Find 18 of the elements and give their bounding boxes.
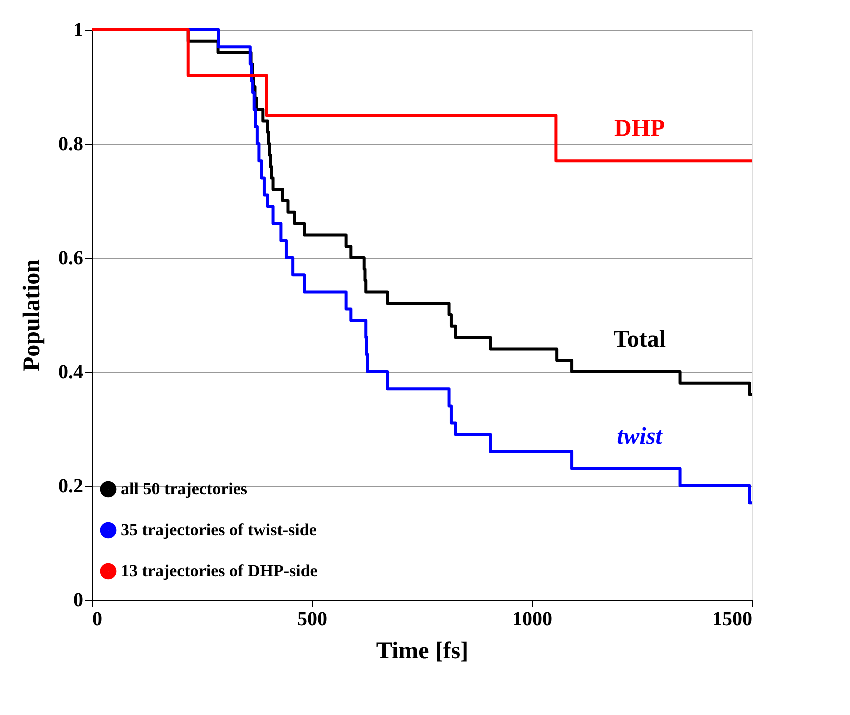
y-tick-label: 0 [74, 590, 84, 612]
x-tick-label: 500 [298, 608, 328, 630]
annotation: twist [617, 424, 664, 450]
annotation: DHP [614, 116, 666, 142]
legend-label: 13 trajectories of DHP-side [121, 562, 318, 580]
y-tick-label: 1 [74, 20, 84, 42]
y-tick-label: 0.2 [58, 476, 84, 498]
y-tick-label: 0.8 [58, 134, 84, 156]
x-axis-title: Time [fs] [376, 638, 469, 664]
x-tick-label: 1000 [512, 608, 552, 630]
y-tick-label: 0.4 [58, 362, 84, 384]
legend-label: 35 trajectories of twist-side [121, 520, 318, 540]
y-tick-label: 0.6 [58, 248, 84, 270]
x-tick-label: 1500 [712, 608, 752, 630]
annotation: Total [614, 327, 666, 353]
x-tick-label: 0 [92, 608, 102, 630]
y-axis-title: Population [20, 259, 46, 372]
legend-label: all 50 trajectories [121, 480, 248, 498]
